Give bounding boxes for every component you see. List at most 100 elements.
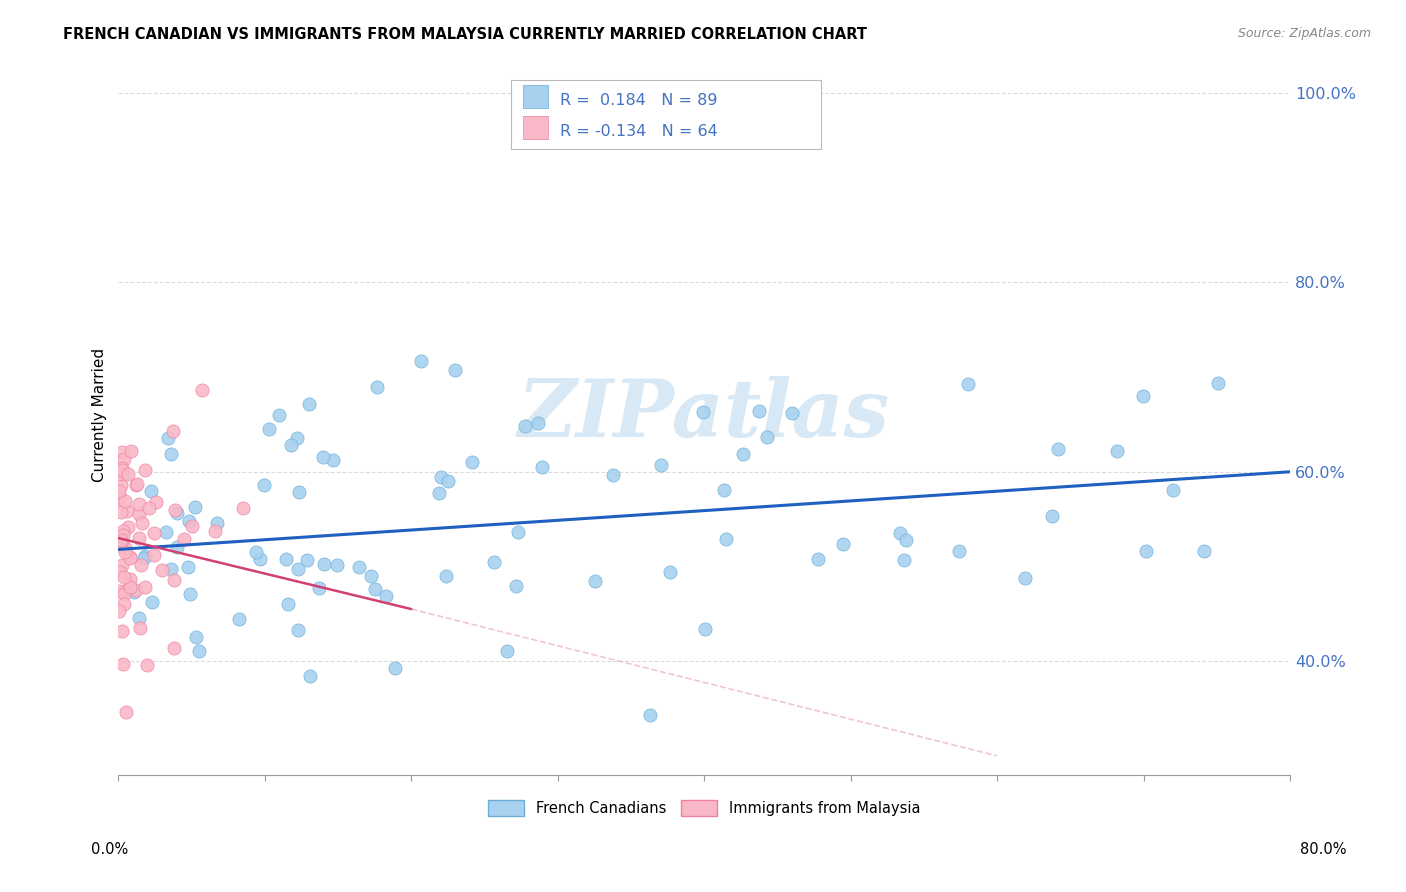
Point	[111, 467, 134, 481]
Point	[437, 475, 460, 489]
Point	[1014, 571, 1036, 585]
Point	[166, 506, 188, 520]
Point	[163, 573, 186, 587]
Point	[1206, 376, 1229, 390]
Point	[110, 535, 132, 549]
Point	[602, 467, 624, 482]
Point	[1192, 544, 1215, 558]
Point	[117, 519, 139, 533]
Point	[434, 569, 457, 583]
Point	[110, 533, 132, 548]
Point	[108, 490, 131, 504]
Point	[364, 582, 387, 597]
Point	[312, 450, 335, 464]
Point	[409, 354, 432, 368]
Point	[748, 404, 770, 418]
Point	[134, 463, 156, 477]
Point	[894, 533, 917, 548]
Point	[108, 583, 131, 598]
Point	[112, 587, 135, 601]
Point	[112, 583, 135, 598]
Point	[155, 525, 177, 540]
Legend: French Canadians, Immigrants from Malaysia: French Canadians, Immigrants from Malays…	[482, 794, 927, 822]
Point	[163, 503, 186, 517]
Point	[312, 557, 335, 571]
Point	[530, 459, 553, 474]
Point	[1105, 444, 1128, 458]
Point	[297, 553, 319, 567]
Point	[277, 597, 299, 611]
Point	[110, 558, 132, 572]
Point	[893, 553, 915, 567]
Point	[120, 550, 142, 565]
Point	[496, 644, 519, 658]
Point	[120, 573, 142, 587]
Point	[427, 486, 450, 500]
Point	[131, 516, 153, 530]
Point	[112, 528, 135, 542]
Point	[128, 531, 150, 545]
Point	[1161, 483, 1184, 497]
Point	[695, 622, 717, 636]
Point	[114, 493, 136, 508]
Point	[125, 583, 148, 598]
Text: R = -0.134   N = 64: R = -0.134 N = 64	[560, 123, 718, 138]
Point	[184, 500, 207, 514]
Point	[755, 430, 778, 444]
Point	[267, 408, 290, 422]
Point	[191, 383, 214, 397]
Point	[232, 501, 254, 516]
Point	[184, 630, 207, 644]
Point	[505, 578, 527, 592]
Text: 80.0%: 80.0%	[1301, 842, 1347, 856]
Point	[108, 604, 131, 618]
Point	[141, 595, 163, 609]
Text: 0.0%: 0.0%	[91, 842, 128, 856]
Point	[360, 568, 382, 582]
Point	[156, 431, 179, 445]
Point	[513, 419, 536, 434]
Point	[1135, 544, 1157, 558]
Point	[114, 545, 136, 559]
Point	[125, 478, 148, 492]
Text: Source: ZipAtlas.com: Source: ZipAtlas.com	[1237, 27, 1371, 40]
Point	[308, 581, 330, 595]
Point	[111, 463, 134, 477]
Point	[110, 505, 132, 519]
Point	[142, 548, 165, 562]
Point	[257, 422, 280, 436]
Point	[780, 406, 803, 420]
Point	[127, 476, 149, 491]
Point	[132, 551, 155, 566]
Point	[111, 657, 134, 671]
Point	[122, 585, 145, 599]
Point	[136, 657, 159, 672]
Point	[948, 544, 970, 558]
Point	[659, 565, 682, 579]
FancyBboxPatch shape	[510, 80, 821, 149]
Point	[142, 526, 165, 541]
Point	[831, 537, 853, 551]
Point	[326, 558, 349, 572]
Point	[128, 507, 150, 521]
Point	[375, 589, 398, 603]
Point	[181, 518, 204, 533]
Point	[322, 453, 344, 467]
Point	[110, 535, 132, 549]
Point	[134, 549, 156, 563]
Point	[692, 405, 714, 419]
Point	[204, 524, 226, 538]
Point	[173, 532, 195, 546]
Point	[274, 552, 297, 566]
Point	[889, 526, 911, 541]
Point	[176, 559, 198, 574]
Point	[179, 514, 201, 528]
Point	[114, 541, 136, 556]
Point	[638, 707, 661, 722]
Point	[1132, 389, 1154, 403]
Point	[145, 495, 167, 509]
Point	[347, 559, 370, 574]
Point	[107, 491, 129, 506]
FancyBboxPatch shape	[523, 116, 548, 139]
Point	[110, 478, 132, 492]
